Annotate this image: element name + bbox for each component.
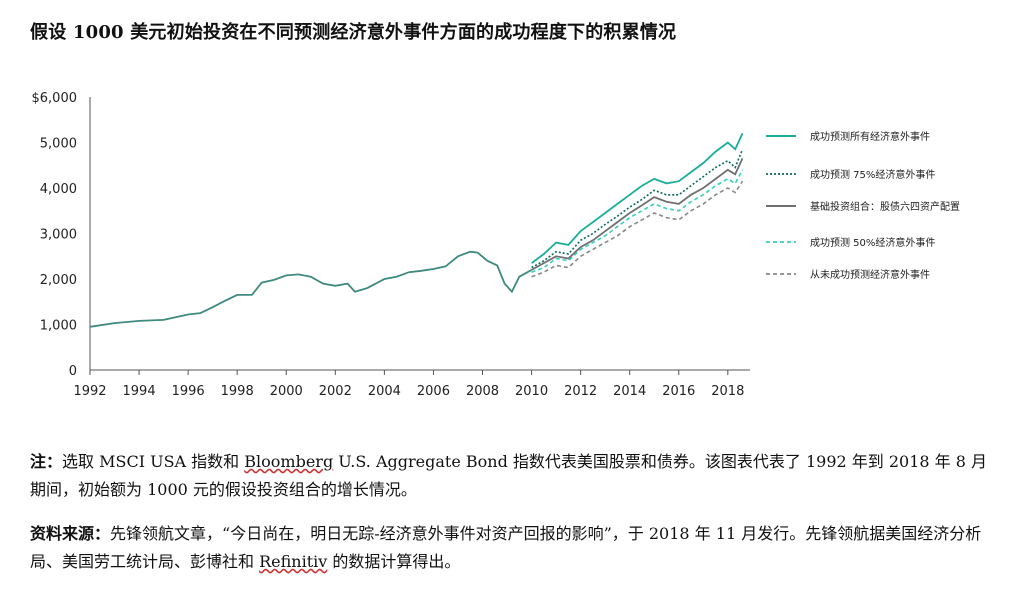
source-text-1: 先锋领航文章，“今日尚在，明日无踪-经济意外事件对资产回报的影响”，于 2018… xyxy=(30,524,982,571)
x-tick-label: 1994 xyxy=(123,384,156,399)
notes: 注：选取 MSCI USA 指数和 Bloomberg U.S. Aggrega… xyxy=(30,448,990,592)
x-axis-ticks: 1992 1994 1996 1998 2000 2002 2004 2006 2008 2010… xyxy=(73,370,744,399)
legend-item: 从未成功预测经济意外事件 xyxy=(766,266,930,281)
source-refinitiv: Refinitiv xyxy=(259,552,328,571)
source-label: 资料来源： xyxy=(30,524,111,543)
x-tick-label: 2018 xyxy=(711,384,744,399)
series-line-base xyxy=(89,250,533,328)
x-tick-label: 2014 xyxy=(613,384,646,399)
legend-label: 成功预测所有经济意外事件 xyxy=(810,132,930,143)
chart-title: 假设 1000 美元初始投资在不同预测经济意外事件方面的成功程度下的积累情况 xyxy=(30,22,677,43)
y-tick-label: 0 xyxy=(69,364,77,379)
y-tick-label: 5,000 xyxy=(40,137,77,152)
note-bloomberg: Bloomberg xyxy=(244,452,334,471)
x-tick-label: 2000 xyxy=(270,384,303,399)
chart-axes xyxy=(89,97,750,371)
series-line-2 xyxy=(531,158,744,271)
legend-swatch-icon xyxy=(766,204,796,207)
note-paragraph: 注：选取 MSCI USA 指数和 Bloomberg U.S. Aggrega… xyxy=(30,448,990,504)
legend-swatch-icon xyxy=(766,134,796,137)
x-tick-label: 2010 xyxy=(515,384,548,399)
x-tick-label: 2006 xyxy=(417,384,450,399)
y-tick-label: 2,000 xyxy=(40,273,77,288)
x-tick-label: 1998 xyxy=(221,384,254,399)
legend-item: 成功预测 50%经济意外事件 xyxy=(766,234,935,249)
series-lines xyxy=(89,133,744,328)
legend-label: 成功预测 75%经济意外事件 xyxy=(810,170,936,181)
legend-swatch-icon xyxy=(766,172,796,175)
y-tick-label: 3,000 xyxy=(40,228,77,243)
x-tick-label: 2008 xyxy=(466,384,499,399)
y-tick-label: $6,000 xyxy=(32,91,78,106)
x-tick-label: 2002 xyxy=(319,384,352,399)
legend-item: 成功预测所有经济意外事件 xyxy=(766,128,930,143)
series-line-0 xyxy=(531,133,744,264)
legend-label: 基础投资组合：股债六四资产配置 xyxy=(810,202,960,213)
legend-item: 成功预测 75%经济意外事件 xyxy=(766,166,935,181)
source-text-2: 的数据计算得出。 xyxy=(327,552,461,571)
series-line-4 xyxy=(531,180,744,278)
legend-label: 成功预测 50%经济意外事件 xyxy=(810,238,936,249)
x-tick-label: 1992 xyxy=(73,384,106,399)
series-line-1 xyxy=(531,149,744,269)
legend-item: 基础投资组合：股债六四资产配置 xyxy=(766,198,960,213)
note-label: 注： xyxy=(30,452,63,471)
y-tick-label: 4,000 xyxy=(40,182,77,197)
x-tick-label: 1996 xyxy=(172,384,205,399)
y-axis-ticks: $6,000 5,000 4,000 3,000 2,000 1,000 0 xyxy=(32,91,78,379)
x-tick-label: 2016 xyxy=(662,384,695,399)
x-tick-label: 2004 xyxy=(368,384,401,399)
y-tick-label: 1,000 xyxy=(40,319,77,334)
source-paragraph: 资料来源：先锋领航文章，“今日尚在，明日无踪-经济意外事件对资产回报的影响”，于… xyxy=(30,520,990,576)
legend-label: 从未成功预测经济意外事件 xyxy=(810,270,930,281)
legend-swatch-icon xyxy=(766,240,796,243)
legend-swatch-icon xyxy=(766,272,796,275)
note-text-1: 选取 MSCI USA 指数和 xyxy=(62,452,245,471)
x-tick-label: 2012 xyxy=(564,384,597,399)
note-text-2: U.S. Aggregate Bond 指数代表美国股票和债券。该图表代表了 1… xyxy=(30,452,988,499)
